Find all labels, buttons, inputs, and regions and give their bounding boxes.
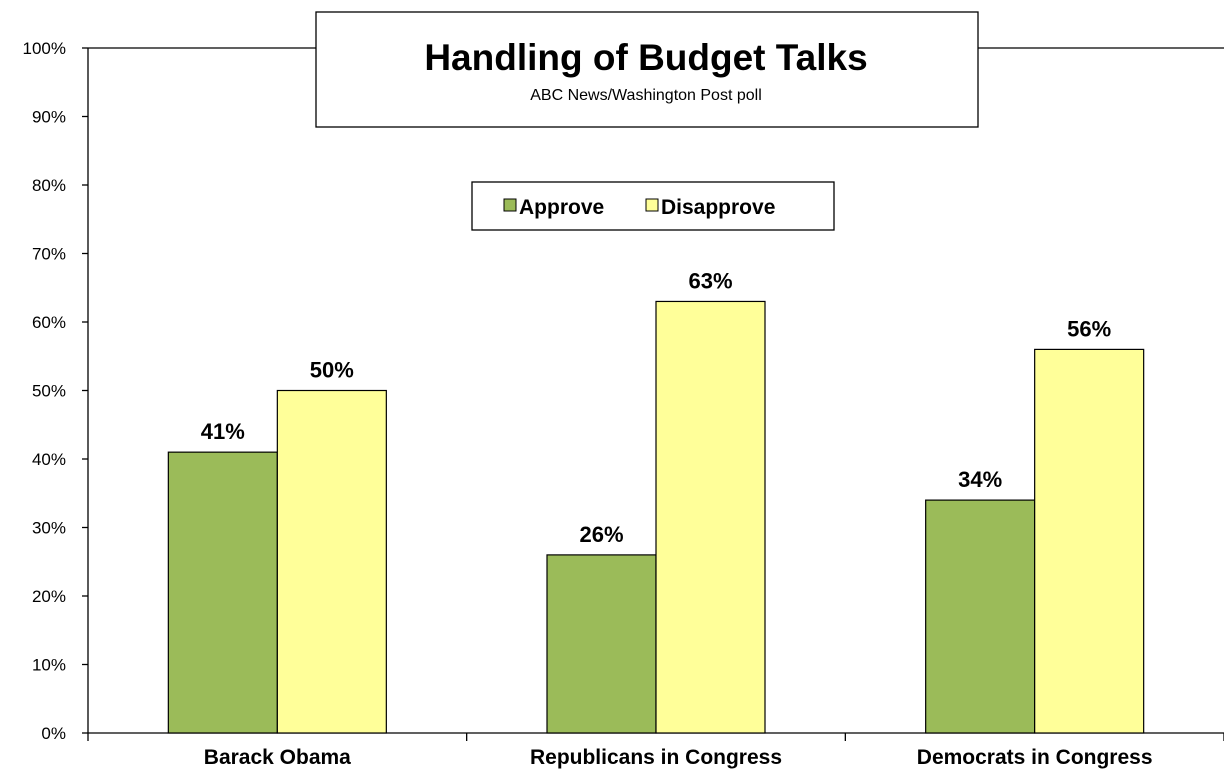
title-box: Handling of Budget Talks ABC News/Washin… <box>315 11 979 128</box>
data-label-disapprove-2: 63% <box>688 268 732 293</box>
legend: Approve Disapprove <box>471 181 835 231</box>
bar-disapprove-3 <box>1034 348 1145 734</box>
legend-swatch-disapprove <box>645 198 659 212</box>
y-tick-label: 70% <box>32 245 66 264</box>
chart-title: Handling of Budget Talks <box>424 37 867 78</box>
y-tick-label: 30% <box>32 519 66 538</box>
data-labels: 41% 50% 26% 63% 34% 56% <box>201 268 1111 546</box>
y-tick-label: 60% <box>32 313 66 332</box>
bars <box>167 300 1145 734</box>
y-tick-label: 20% <box>32 587 66 606</box>
bar-disapprove-2 <box>655 300 766 734</box>
y-tick-label: 80% <box>32 176 66 195</box>
data-label-approve-1: 41% <box>201 419 245 444</box>
legend-swatch-approve <box>503 198 517 212</box>
bar-approve-3 <box>925 499 1036 734</box>
y-tick-label: 10% <box>32 656 66 675</box>
bar-disapprove-1 <box>276 389 387 734</box>
legend-label-disapprove: Disapprove <box>661 196 775 219</box>
x-category-label: Democrats in Congress <box>917 746 1153 769</box>
y-tick-label: 40% <box>32 450 66 469</box>
y-tick-label: 0% <box>41 724 66 743</box>
x-category-label: Barack Obama <box>204 746 351 769</box>
data-label-disapprove-3: 56% <box>1067 316 1111 341</box>
x-axis-labels: Barack Obama Republicans in Congress Democ… <box>204 746 1153 769</box>
data-label-approve-2: 26% <box>579 522 623 547</box>
data-label-disapprove-1: 50% <box>310 358 354 383</box>
legend-label-approve: Approve <box>519 196 604 219</box>
data-label-approve-3: 34% <box>958 467 1002 492</box>
chart-subtitle: ABC News/Washington Post poll <box>530 87 762 104</box>
x-category-label: Republicans in Congress <box>530 746 782 769</box>
y-axis-ticks: 0% 10% 20% 30% 40% 50% 60% 70% 80% 90% 100% <box>23 39 88 743</box>
y-tick-label: 50% <box>32 382 66 401</box>
bar-approve-1 <box>167 451 278 734</box>
y-tick-label: 100% <box>23 39 66 58</box>
bar-approve-2 <box>546 554 657 734</box>
y-tick-label: 90% <box>32 108 66 127</box>
